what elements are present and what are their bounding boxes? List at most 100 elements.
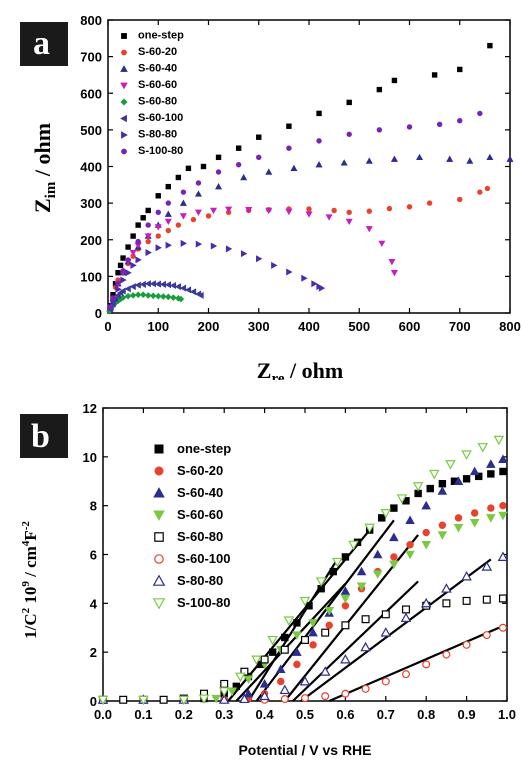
data-point: [260, 655, 269, 664]
data-point: [482, 631, 491, 640]
data-point: [486, 459, 496, 468]
legend-marker: [120, 82, 128, 90]
data-point: [348, 540, 359, 551]
fit-line: [235, 583, 347, 702]
y-tick-label: 12: [83, 401, 97, 416]
data-point: [169, 282, 177, 290]
legend-label: S-100-80: [138, 145, 183, 157]
data-point: [265, 207, 273, 215]
data-point: [271, 261, 278, 269]
data-point: [240, 667, 249, 676]
data-point: [299, 675, 311, 686]
data-point: [486, 514, 496, 523]
data-point: [115, 281, 121, 287]
data-point: [194, 209, 202, 216]
x-tick-label: 700: [449, 319, 471, 334]
data-point: [164, 218, 172, 226]
data-point: [420, 597, 432, 608]
y-tick-label: 0: [90, 694, 97, 709]
data-point: [345, 218, 353, 226]
data-point: [149, 280, 156, 288]
x-tick-label: 0.9: [458, 707, 476, 722]
data-point: [396, 494, 408, 504]
data-point: [340, 594, 351, 604]
data-point: [365, 157, 373, 164]
data-point: [280, 645, 289, 654]
y-tick-label: 4: [90, 596, 98, 611]
series-S-80-80: [107, 239, 326, 312]
data-point: [437, 486, 448, 495]
data-point: [180, 189, 187, 195]
data-point: [293, 660, 301, 669]
fit-line: [292, 580, 419, 702]
data-point: [175, 174, 182, 181]
data-point: [232, 682, 241, 691]
data-point: [341, 689, 350, 698]
data-point: [286, 145, 292, 151]
data-point: [306, 206, 312, 212]
data-point: [497, 551, 509, 561]
data-point: [380, 627, 392, 637]
data-point: [361, 615, 370, 624]
data-point: [321, 692, 330, 701]
data-point: [155, 233, 161, 239]
data-point: [391, 77, 398, 84]
data-point: [125, 269, 132, 277]
data-point: [421, 541, 431, 550]
data-point: [140, 215, 146, 221]
data-point: [457, 118, 463, 124]
data-point: [301, 694, 310, 703]
data-point: [376, 127, 383, 133]
data-point: [498, 511, 508, 521]
data-point: [445, 460, 456, 470]
data-point: [305, 602, 313, 610]
data-point: [378, 240, 386, 248]
data-point: [125, 244, 131, 250]
fit-line: [300, 558, 492, 702]
data-point: [159, 293, 167, 300]
data-point: [325, 621, 333, 630]
data-point: [487, 42, 493, 49]
data-point: [115, 270, 121, 276]
legend-marker: [154, 532, 164, 542]
data-point: [484, 185, 491, 192]
data-point: [240, 173, 248, 181]
data-point: [154, 224, 162, 231]
data-point: [220, 679, 229, 688]
data-point: [129, 283, 136, 291]
data-point: [453, 476, 464, 485]
series-S-80-80: [97, 551, 509, 704]
data-point: [390, 504, 398, 512]
data-point: [154, 292, 162, 300]
data-point: [457, 196, 463, 203]
data-point: [469, 519, 480, 528]
data-point: [210, 242, 218, 250]
data-point: [406, 204, 413, 210]
y-axis-title-a: Zim / ohm: [30, 123, 59, 213]
series-one-step: [107, 42, 493, 309]
y-tick-label: 800: [80, 13, 102, 28]
y-axis-title-b: 1/C2 109 / cm4F-2: [20, 521, 40, 639]
data-point: [134, 281, 141, 289]
x-tick-label: 0.5: [296, 707, 314, 722]
data-point: [389, 532, 399, 542]
data-point: [165, 227, 172, 234]
data-point: [389, 560, 399, 570]
data-point: [195, 180, 202, 186]
data-point: [406, 541, 414, 549]
data-point: [119, 294, 127, 301]
data-point: [366, 208, 372, 214]
data-point: [286, 123, 292, 129]
data-point: [155, 209, 161, 215]
data-point: [308, 627, 318, 637]
data-point: [218, 694, 230, 704]
legend-marker: [154, 466, 164, 476]
legend-marker: [120, 65, 128, 72]
data-point: [325, 214, 333, 221]
data-point: [477, 189, 483, 195]
data-point: [346, 131, 352, 137]
x-tick-label: 0.2: [175, 707, 193, 722]
data-point: [285, 208, 293, 216]
legend-marker: [121, 148, 127, 155]
data-point: [506, 155, 514, 162]
